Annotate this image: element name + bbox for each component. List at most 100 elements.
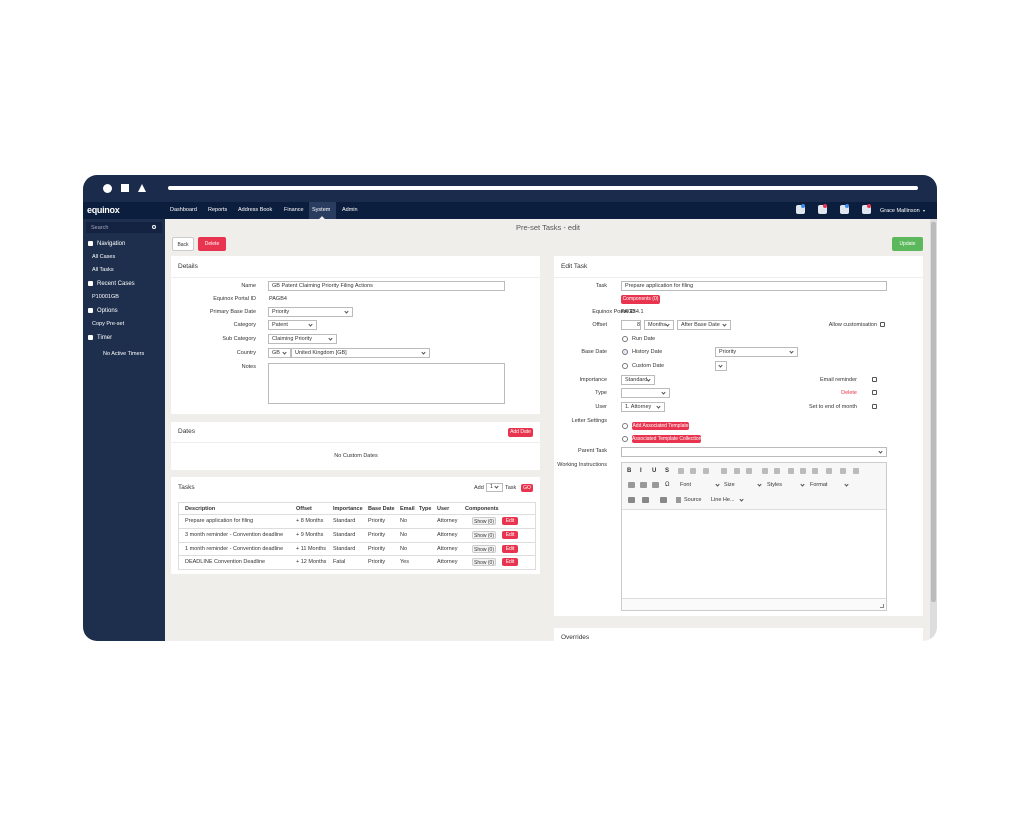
radio[interactable] bbox=[622, 349, 628, 355]
checkbox[interactable] bbox=[872, 390, 877, 395]
count-select[interactable]: 1 bbox=[486, 483, 503, 492]
add-date-button[interactable]: Add Date bbox=[508, 428, 533, 437]
select[interactable]: Standard bbox=[621, 375, 655, 385]
select[interactable]: GB bbox=[268, 348, 291, 358]
toolbar-icon[interactable] bbox=[800, 468, 806, 474]
toolbar-icon[interactable] bbox=[826, 468, 832, 474]
toolbar-icon[interactable] bbox=[734, 468, 740, 474]
toolbar-icon[interactable] bbox=[690, 468, 696, 474]
radio[interactable] bbox=[622, 336, 628, 342]
delete-button[interactable]: Delete bbox=[198, 237, 226, 251]
sidebar-heading[interactable]: Navigation bbox=[97, 241, 126, 247]
toolbar-button[interactable]: Source bbox=[684, 497, 702, 503]
back-button[interactable]: Back bbox=[172, 237, 194, 251]
menu-item[interactable]: System bbox=[312, 207, 331, 213]
sidebar-link[interactable]: Copy Pre-set bbox=[92, 321, 125, 327]
select[interactable]: 1. Attorney bbox=[621, 402, 665, 412]
toolbar-icon[interactable] bbox=[721, 468, 727, 474]
menu-item[interactable]: Finance bbox=[284, 207, 304, 213]
select[interactable]: After Base Date bbox=[677, 320, 731, 330]
show-button[interactable]: Show (0) bbox=[472, 545, 496, 553]
toolbar-button[interactable]: U bbox=[652, 468, 657, 474]
toolbar-icon[interactable] bbox=[774, 468, 780, 474]
radio[interactable] bbox=[622, 436, 628, 442]
select[interactable]: Months bbox=[644, 320, 674, 330]
show-button[interactable]: Show (0) bbox=[472, 531, 496, 539]
show-button[interactable]: Show (0) bbox=[472, 558, 496, 566]
header-icon[interactable] bbox=[818, 205, 827, 214]
toolbar-icon[interactable] bbox=[660, 497, 667, 503]
header-icon[interactable] bbox=[840, 205, 849, 214]
go-button[interactable]: GO bbox=[521, 484, 533, 492]
checkbox[interactable] bbox=[872, 377, 877, 382]
column-header: Base Date bbox=[368, 506, 395, 512]
toolbar-icon[interactable] bbox=[640, 482, 647, 488]
toolbar-icon[interactable] bbox=[788, 468, 794, 474]
toolbar-icon[interactable] bbox=[628, 497, 635, 503]
sidebar-link[interactable]: P10001GB bbox=[92, 294, 119, 300]
menu-item[interactable]: Admin bbox=[342, 207, 358, 213]
edit-button[interactable]: Edit bbox=[502, 531, 518, 539]
edit-button[interactable]: Edit bbox=[502, 558, 518, 566]
toolbar-button[interactable]: S bbox=[665, 468, 670, 474]
components-button[interactable]: Components (0) bbox=[621, 295, 660, 304]
cell: Prepare application for filing bbox=[185, 518, 254, 524]
toolbar-combo[interactable]: Font bbox=[680, 482, 692, 488]
edit-button[interactable]: Edit bbox=[502, 545, 518, 553]
toolbar-icon[interactable] bbox=[762, 468, 768, 474]
header-icon[interactable] bbox=[796, 205, 805, 214]
checkbox[interactable] bbox=[872, 404, 877, 409]
select[interactable] bbox=[621, 447, 887, 457]
toolbar-icon[interactable] bbox=[812, 468, 818, 474]
radio[interactable] bbox=[622, 423, 628, 429]
toolbar-icon[interactable] bbox=[703, 468, 709, 474]
toolbar-button[interactable]: Ω bbox=[665, 482, 670, 488]
toolbar-combo[interactable]: Line He... bbox=[711, 497, 735, 503]
show-button[interactable]: Show (0) bbox=[472, 517, 496, 525]
select[interactable]: Priority bbox=[268, 307, 353, 317]
sidebar-heading[interactable]: Timer bbox=[97, 335, 113, 341]
edit-button[interactable]: Edit bbox=[502, 517, 518, 525]
sidebar-heading[interactable]: Options bbox=[97, 308, 118, 314]
section-icon bbox=[88, 241, 93, 246]
toolbar-button[interactable]: I bbox=[640, 468, 642, 474]
radio[interactable] bbox=[622, 363, 628, 369]
menu-item[interactable]: Address Book bbox=[238, 207, 273, 213]
select[interactable]: Patent bbox=[268, 320, 317, 330]
sidebar-heading[interactable]: Recent Cases bbox=[97, 281, 135, 287]
name-input[interactable]: GB Patent Claiming Priority Filing Actio… bbox=[268, 281, 505, 291]
template-button[interactable]: Add Associated Template bbox=[632, 422, 689, 430]
notes-textarea[interactable] bbox=[268, 363, 505, 404]
task-input[interactable]: Prepare application for filing bbox=[621, 281, 887, 291]
toolbar-button[interactable]: B bbox=[627, 468, 632, 474]
select[interactable]: Priority bbox=[715, 347, 798, 357]
column-header: Importance bbox=[333, 506, 363, 512]
menu-item[interactable]: Dashboard bbox=[170, 207, 197, 213]
sidebar-link[interactable]: All Tasks bbox=[92, 267, 114, 273]
toolbar-icon[interactable] bbox=[642, 497, 649, 503]
template-button[interactable]: Associated Template Collection bbox=[632, 435, 701, 443]
toolbar-icon[interactable] bbox=[676, 497, 681, 503]
user-name[interactable]: Grace Mallinson bbox=[880, 208, 920, 214]
header-icon[interactable] bbox=[862, 205, 871, 214]
toolbar-combo[interactable]: Format bbox=[810, 482, 828, 488]
offset-input[interactable]: 8 bbox=[621, 320, 641, 330]
toolbar-icon[interactable] bbox=[853, 468, 859, 474]
search-box[interactable] bbox=[86, 222, 162, 233]
toolbar-icon[interactable] bbox=[840, 468, 846, 474]
toolbar-combo[interactable]: Size bbox=[724, 482, 735, 488]
select[interactable] bbox=[715, 361, 727, 371]
toolbar-icon[interactable] bbox=[652, 482, 659, 488]
menu-item[interactable]: Reports bbox=[208, 207, 228, 213]
field-label: Parent Task bbox=[578, 448, 607, 454]
toolbar-icon[interactable] bbox=[746, 468, 752, 474]
sidebar-link[interactable]: All Cases bbox=[92, 254, 116, 260]
select[interactable]: Claiming Priority bbox=[268, 334, 337, 344]
select[interactable] bbox=[621, 388, 670, 398]
toolbar-combo[interactable]: Styles bbox=[767, 482, 782, 488]
toolbar-icon[interactable] bbox=[628, 482, 635, 488]
toolbar-icon[interactable] bbox=[678, 468, 684, 474]
select[interactable]: United Kingdom [GB] bbox=[291, 348, 430, 358]
update-button[interactable]: Update bbox=[892, 237, 923, 251]
checkbox[interactable] bbox=[880, 322, 885, 327]
